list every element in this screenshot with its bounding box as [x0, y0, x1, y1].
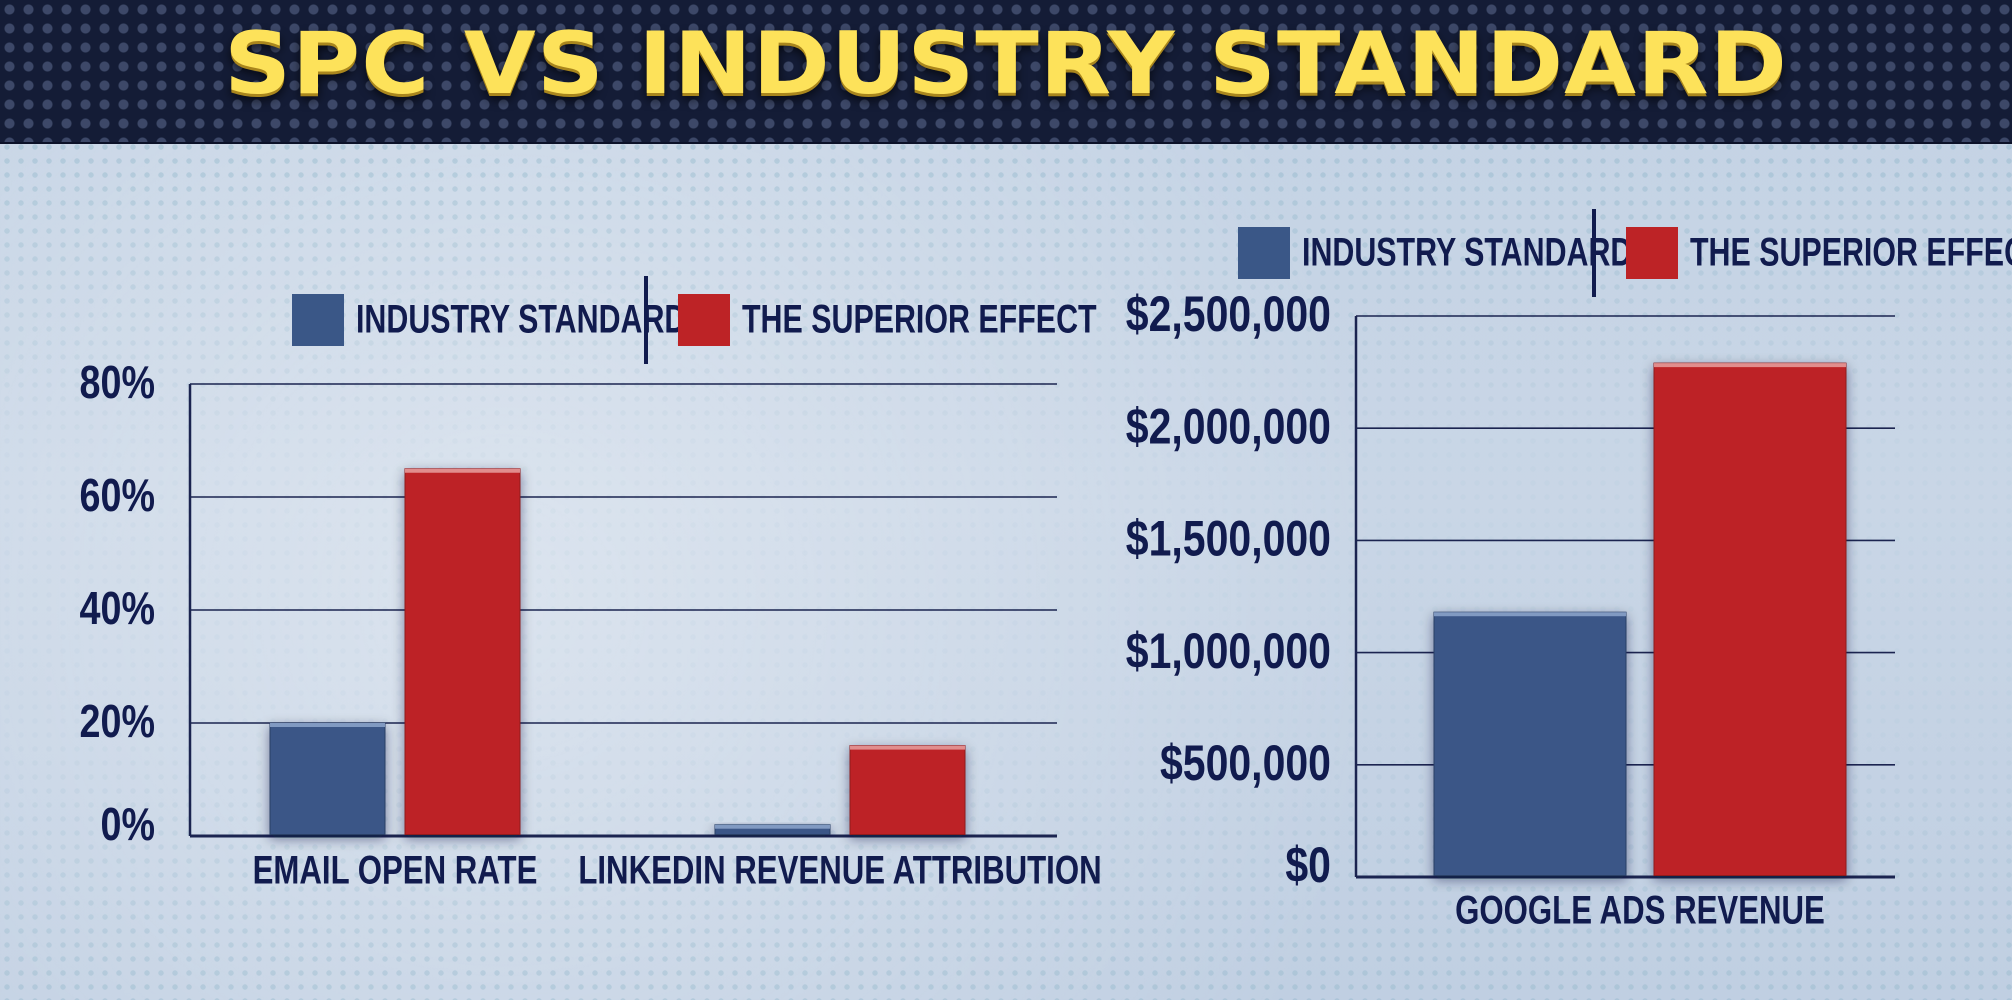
bar-top-highlight	[850, 745, 965, 750]
legend-swatch-industry-standard	[292, 294, 344, 346]
y-tick-label: $2,000,000	[1126, 399, 1331, 455]
y-tick-label: $500,000	[1160, 735, 1331, 791]
y-tick-label: $1,500,000	[1126, 511, 1331, 567]
bar-top-highlight	[270, 723, 385, 727]
y-tick-label: $0	[1285, 837, 1331, 893]
y-tick-label: 80%	[80, 357, 155, 408]
bar-top-highlight	[1434, 612, 1626, 617]
legend-label-superior-effect: THE SUPERIOR EFFECT	[742, 297, 1097, 342]
legend-swatch-superior-effect	[678, 294, 730, 346]
page-title: SPC VS INDUSTRY STANDARD	[224, 14, 1788, 114]
y-tick-label: 40%	[80, 583, 155, 634]
legend-label-industry-standard: INDUSTRY STANDARD	[356, 297, 686, 342]
y-tick-label: $2,500,000	[1126, 286, 1331, 342]
y-tick-label: 0%	[100, 799, 155, 850]
bar-top-highlight	[715, 824, 830, 829]
bar-top-highlight	[405, 468, 520, 473]
legend-swatch-superior-effect	[1626, 227, 1678, 279]
bar-industry-standard	[1433, 611, 1627, 876]
bar-industry-standard	[269, 722, 386, 835]
y-tick-label: 20%	[80, 696, 155, 747]
bar-top-highlight	[1654, 363, 1846, 368]
legend-label-superior-effect: THE SUPERIOR EFFECT	[1690, 230, 2012, 275]
x-category-label: EMAIL OPEN RATE	[253, 848, 538, 893]
y-tick-label: 60%	[80, 470, 155, 521]
bar-superior-effect	[849, 745, 966, 835]
legend-label-industry-standard: INDUSTRY STANDARD	[1302, 230, 1632, 275]
x-category-label: LINKEDIN REVENUE ATTRIBUTION	[578, 848, 1101, 893]
y-tick-label: $1,000,000	[1126, 623, 1331, 679]
bar-superior-effect	[1653, 362, 1847, 876]
bar-superior-effect	[404, 468, 521, 835]
title-banner	[0, 0, 2012, 144]
legend-swatch-industry-standard	[1238, 227, 1290, 279]
x-category-label: GOOGLE ADS REVENUE	[1455, 888, 1825, 933]
